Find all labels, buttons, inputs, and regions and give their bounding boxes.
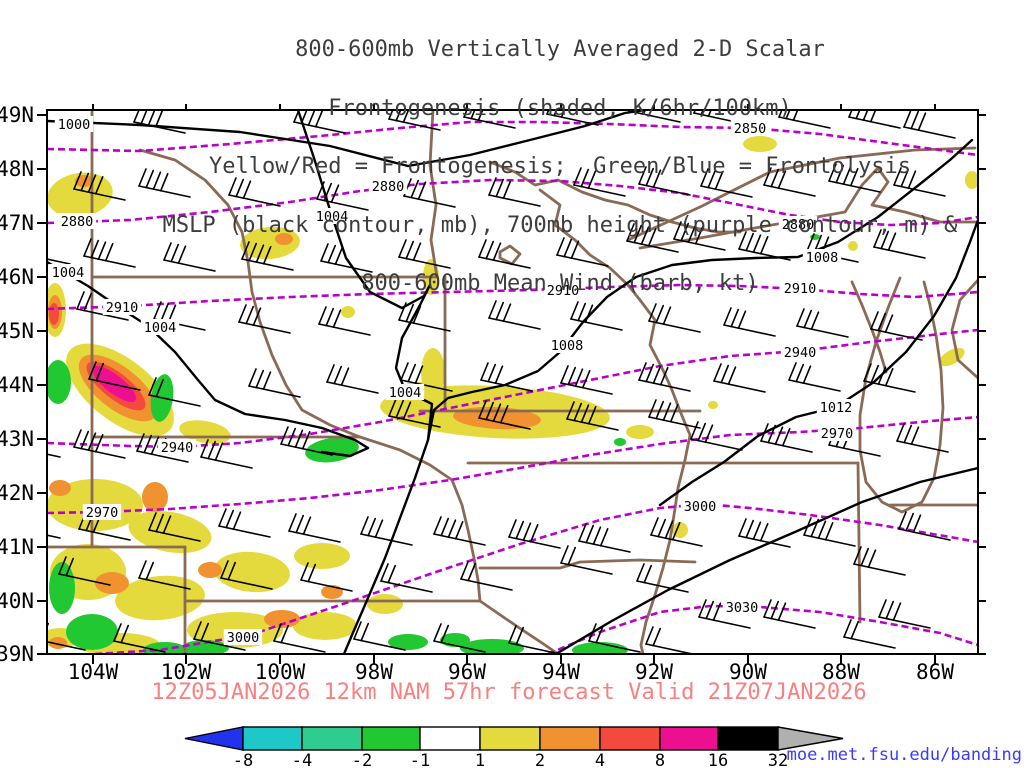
svg-text:44N: 44N <box>0 373 34 397</box>
svg-text:2910: 2910 <box>547 283 580 299</box>
svg-text:1: 1 <box>475 751 485 768</box>
svg-text:88W: 88W <box>822 660 860 684</box>
svg-text:3000: 3000 <box>227 630 260 646</box>
svg-text:2880: 2880 <box>782 217 815 233</box>
title-line-3: Yellow/Red = Frontogenesis; Green/Blue =… <box>209 154 911 179</box>
mslp-contours <box>47 110 978 654</box>
svg-text:1004: 1004 <box>144 320 177 336</box>
svg-text:1004: 1004 <box>316 209 349 225</box>
svg-text:40N: 40N <box>0 589 34 613</box>
svg-text:2940: 2940 <box>784 345 817 361</box>
svg-text:92W: 92W <box>635 660 673 684</box>
forecast-valid-text: 12Z05JAN2026 12km NAM 57hr forecast Vali… <box>151 680 867 705</box>
svg-text:1012: 1012 <box>820 400 853 416</box>
svg-text:2940: 2940 <box>161 440 194 456</box>
chart-title: 800-600mb Vertically Averaged 2-D Scalar… <box>96 1 1024 333</box>
svg-text:43N: 43N <box>0 427 34 451</box>
svg-text:47N: 47N <box>0 211 34 235</box>
svg-text:1004: 1004 <box>52 265 85 281</box>
title-line-2: Frontogenesis (shaded, K/6hr/100km) <box>328 95 792 121</box>
svg-text:49N: 49N <box>0 103 34 127</box>
svg-text:3000: 3000 <box>684 499 717 515</box>
title-line-5: 800-600mb Mean Wind (barb, kt) <box>361 271 759 296</box>
svg-text:46N: 46N <box>0 265 34 289</box>
credit-link[interactable]: moe.met.fsu.edu/banding <box>786 745 1022 765</box>
svg-text:90W: 90W <box>729 660 767 684</box>
svg-text:1008: 1008 <box>806 250 839 266</box>
svg-text:2970: 2970 <box>86 505 119 521</box>
svg-text:-4: -4 <box>292 751 312 768</box>
svg-text:8: 8 <box>655 751 665 768</box>
wind-barbs <box>47 110 956 654</box>
svg-text:1008: 1008 <box>551 338 584 354</box>
svg-text:4: 4 <box>595 751 605 768</box>
svg-text:98W: 98W <box>355 660 393 684</box>
colorbar-legend: -8 -4 -2 -1 1 2 4 8 16 32 <box>184 726 844 768</box>
svg-text:16: 16 <box>708 751 728 768</box>
svg-text:41N: 41N <box>0 535 34 559</box>
svg-text:39N: 39N <box>0 642 34 666</box>
contour-labels: 2850 2880 2880 2880 2910 2910 2910 2940 2940 2970… <box>48 116 857 646</box>
svg-text:3030: 3030 <box>726 600 759 616</box>
svg-text:2910: 2910 <box>784 281 817 297</box>
svg-text:102W: 102W <box>161 660 212 684</box>
svg-text:42N: 42N <box>0 481 34 505</box>
svg-text:48N: 48N <box>0 157 34 181</box>
svg-text:1004: 1004 <box>389 385 422 401</box>
state-borders <box>47 110 978 654</box>
svg-text:32: 32 <box>768 751 788 768</box>
map-frame-axes: 49N 48N 47N 46N 45N 44N 43N 42N 41N 40N 39N 104W 102… <box>0 103 986 684</box>
svg-text:2880: 2880 <box>372 179 405 195</box>
svg-text:-1: -1 <box>410 751 430 768</box>
svg-text:104W: 104W <box>68 660 119 684</box>
svg-text:-8: -8 <box>233 751 253 768</box>
svg-text:-2: -2 <box>352 751 372 768</box>
svg-text:2850: 2850 <box>734 121 767 137</box>
svg-text:100W: 100W <box>255 660 306 684</box>
svg-text:2970: 2970 <box>821 426 854 442</box>
svg-text:2910: 2910 <box>106 300 139 316</box>
svg-text:1000: 1000 <box>58 117 91 133</box>
svg-text:86W: 86W <box>916 660 954 684</box>
svg-text:2: 2 <box>535 751 545 768</box>
svg-text:94W: 94W <box>542 660 580 684</box>
svg-text:45N: 45N <box>0 319 34 343</box>
title-line-4: MSLP (black contour, mb), 700mb height (… <box>162 212 958 238</box>
svg-text:2880: 2880 <box>61 214 94 230</box>
title-line-1: 800-600mb Vertically Averaged 2-D Scalar <box>295 37 825 62</box>
svg-text:96W: 96W <box>448 660 486 684</box>
